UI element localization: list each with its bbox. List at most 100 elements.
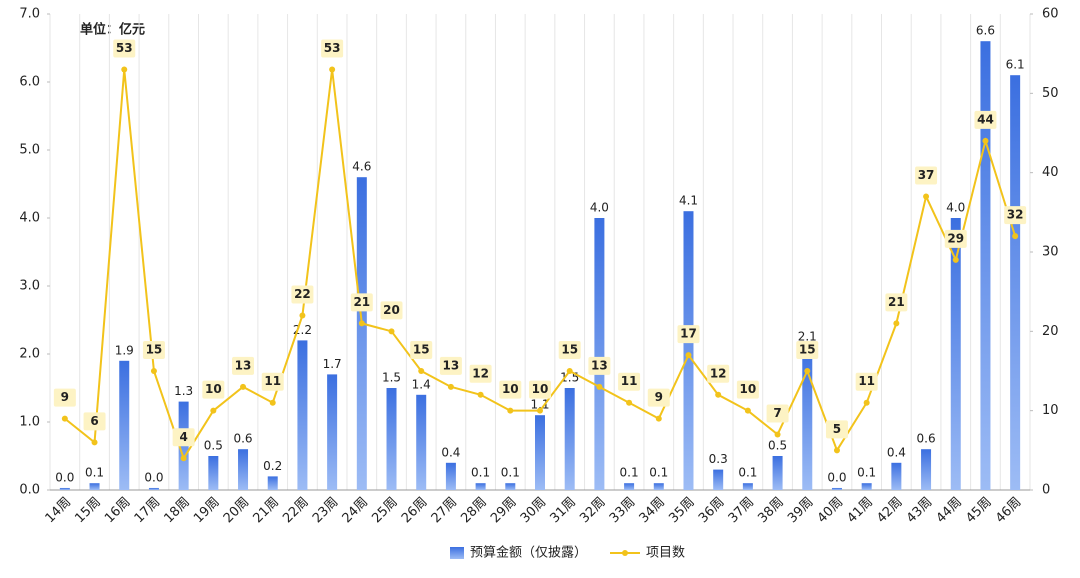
bar-value-label: 4.0 [946, 201, 965, 215]
bar [475, 483, 486, 490]
bar [742, 483, 753, 490]
value-label-box [202, 380, 225, 399]
value-label-box [677, 325, 700, 344]
line-value-label: 32 [1007, 208, 1024, 222]
x-tick-label: 32周 [577, 495, 608, 526]
value-label-box [321, 39, 344, 58]
value-label-box [350, 293, 373, 312]
line-point [833, 447, 840, 454]
bar-value-label: 1.9 [115, 343, 134, 357]
bar [505, 483, 516, 490]
line-value-label: 15 [146, 343, 163, 357]
x-tick-label: 38周 [755, 495, 786, 526]
line-value-label: 12 [710, 366, 727, 380]
x-tick-label: 46周 [993, 495, 1024, 526]
line-value-label: 12 [472, 366, 489, 380]
bar [980, 41, 991, 490]
bar-value-label: 0.5 [768, 439, 787, 453]
line-point [269, 399, 276, 406]
bar-value-label: 6.6 [976, 24, 995, 38]
bar [416, 394, 427, 490]
value-label-box [529, 380, 551, 399]
line-value-label: 29 [947, 231, 964, 245]
bar [119, 360, 130, 490]
value-label-box [113, 39, 136, 58]
y-tick-label: 5.0 [19, 143, 40, 158]
value-label-box [855, 372, 878, 391]
y2-tick-label: 0 [1042, 483, 1050, 498]
line-value-label: 44 [977, 112, 994, 126]
line-point [210, 407, 217, 414]
value-label-box [974, 110, 997, 129]
bar-value-label: 0.6 [233, 432, 252, 446]
bar [802, 347, 813, 490]
x-tick-label: 41周 [844, 495, 875, 526]
bar-value-label: 1.3 [174, 384, 193, 398]
line-point [655, 415, 662, 422]
x-tick-label: 17周 [132, 495, 163, 526]
value-label-box [291, 285, 314, 304]
y2-tick-label: 60 [1042, 7, 1059, 22]
line-point [507, 407, 514, 414]
value-label-box [558, 341, 581, 359]
value-label-box [825, 420, 848, 439]
line-point [804, 368, 811, 374]
bar-value-label: 0.2 [263, 459, 282, 473]
line-point [685, 352, 692, 359]
bar-value-label: 0.1 [857, 466, 876, 480]
bar [356, 177, 367, 490]
x-tick-label: 37周 [726, 495, 757, 526]
bar-value-label: 1.5 [382, 371, 401, 385]
value-label-box [380, 301, 403, 320]
line-value-label: 9 [655, 390, 663, 404]
x-tick-label: 31周 [548, 495, 579, 526]
bar [950, 218, 961, 490]
line-point [150, 368, 157, 374]
line-point [596, 383, 603, 390]
line-point [240, 383, 247, 390]
line-point [477, 391, 484, 398]
x-tick-label: 43周 [904, 495, 935, 526]
x-tick-label: 15周 [72, 495, 103, 526]
bar [148, 487, 159, 490]
bar-value-label: 0.1 [738, 466, 757, 480]
bar [1010, 75, 1021, 490]
line-point [537, 407, 543, 414]
bar [564, 388, 575, 490]
bar [297, 340, 308, 490]
bar-value-label: 0.3 [709, 452, 728, 466]
bar-value-label: 4.0 [590, 201, 609, 215]
bar-value-label: 0.0 [55, 470, 74, 484]
bar-value-label: 0.5 [204, 439, 223, 453]
line-value-label: 6 [90, 414, 98, 428]
line-point [1012, 233, 1019, 240]
line-value-label: 15 [413, 343, 430, 357]
y2-tick-label: 40 [1042, 165, 1059, 180]
bar [772, 456, 783, 490]
line-point [982, 137, 989, 144]
y-tick-label: 4.0 [19, 211, 40, 226]
value-label-box [410, 341, 433, 359]
bar [238, 449, 249, 490]
line-value-label: 13 [235, 358, 252, 372]
y2-tick-label: 30 [1042, 245, 1059, 260]
line-value-label: 13 [443, 358, 460, 372]
bar-value-label: 0.4 [887, 445, 906, 459]
x-tick-label: 14周 [43, 495, 74, 526]
line-value-label: 11 [264, 374, 281, 388]
line-value-label: 9 [61, 390, 69, 404]
bar [535, 415, 545, 490]
value-label-box [618, 372, 641, 391]
x-tick-label: 27周 [429, 495, 460, 526]
bar-value-label: 0.0 [827, 470, 846, 484]
legend-label: 项目数 [646, 546, 685, 561]
bar-value-label: 0.1 [501, 466, 520, 480]
x-tick-label: 34周 [637, 495, 668, 526]
bar-value-label: 0.1 [620, 466, 639, 480]
value-label-box [172, 428, 195, 447]
line-value-label: 10 [502, 382, 519, 396]
bar-value-label: 0.4 [441, 445, 460, 459]
line-point [61, 415, 68, 422]
bar [683, 211, 694, 490]
